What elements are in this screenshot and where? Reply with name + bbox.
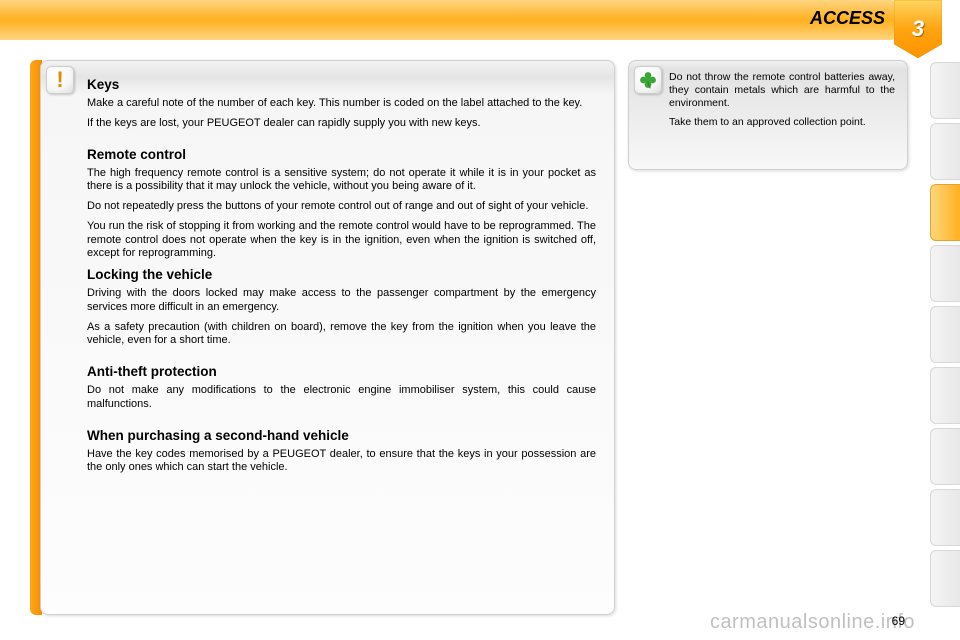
side-tab-5[interactable] xyxy=(930,367,960,424)
secondhand-p1: Have the key codes memorised by a PEUGEO… xyxy=(87,448,596,476)
header-title: ACCESS xyxy=(810,8,885,29)
chapter-badge: 3 xyxy=(894,0,942,58)
side-tab-0[interactable] xyxy=(930,62,960,119)
antitheft-p1: Do not make any modifications to the ele… xyxy=(87,384,596,412)
eco-p1: Do not throw the remote control batterie… xyxy=(669,71,895,110)
side-tab-8[interactable] xyxy=(930,550,960,607)
locking-p2: As a safety precaution (with children on… xyxy=(87,321,596,349)
clover-icon xyxy=(634,66,662,94)
secondhand-heading: When purchasing a second-hand vehicle xyxy=(87,428,596,443)
locking-heading: Locking the vehicle xyxy=(87,267,596,282)
main-panel: Keys Make a careful note of the number o… xyxy=(40,60,615,615)
side-tab-2[interactable] xyxy=(930,184,960,241)
exclamation-icon: ! xyxy=(46,66,74,94)
remote-heading: Remote control xyxy=(87,147,596,162)
side-tab-3[interactable] xyxy=(930,245,960,302)
eco-p2: Take them to an approved collection poin… xyxy=(669,116,895,129)
antitheft-heading: Anti-theft protection xyxy=(87,364,596,379)
side-tab-6[interactable] xyxy=(930,428,960,485)
side-tab-1[interactable] xyxy=(930,123,960,180)
keys-heading: Keys xyxy=(87,77,596,92)
header-bar xyxy=(0,0,895,40)
eco-panel: Do not throw the remote control batterie… xyxy=(628,60,908,170)
remote-p3: You run the risk of stopping it from wor… xyxy=(87,220,596,261)
remote-p2: Do not repeatedly press the buttons of y… xyxy=(87,200,596,214)
chapter-number: 3 xyxy=(894,16,942,42)
watermark: carmanualsonline.info xyxy=(710,611,915,634)
keys-p1: Make a careful note of the number of eac… xyxy=(87,97,596,111)
side-tabs xyxy=(930,62,960,607)
remote-p1: The high frequency remote control is a s… xyxy=(87,167,596,195)
locking-p1: Driving with the doors locked may make a… xyxy=(87,287,596,315)
side-tab-4[interactable] xyxy=(930,306,960,363)
keys-p2: If the keys are lost, your PEUGEOT deale… xyxy=(87,117,596,131)
side-tab-7[interactable] xyxy=(930,489,960,546)
